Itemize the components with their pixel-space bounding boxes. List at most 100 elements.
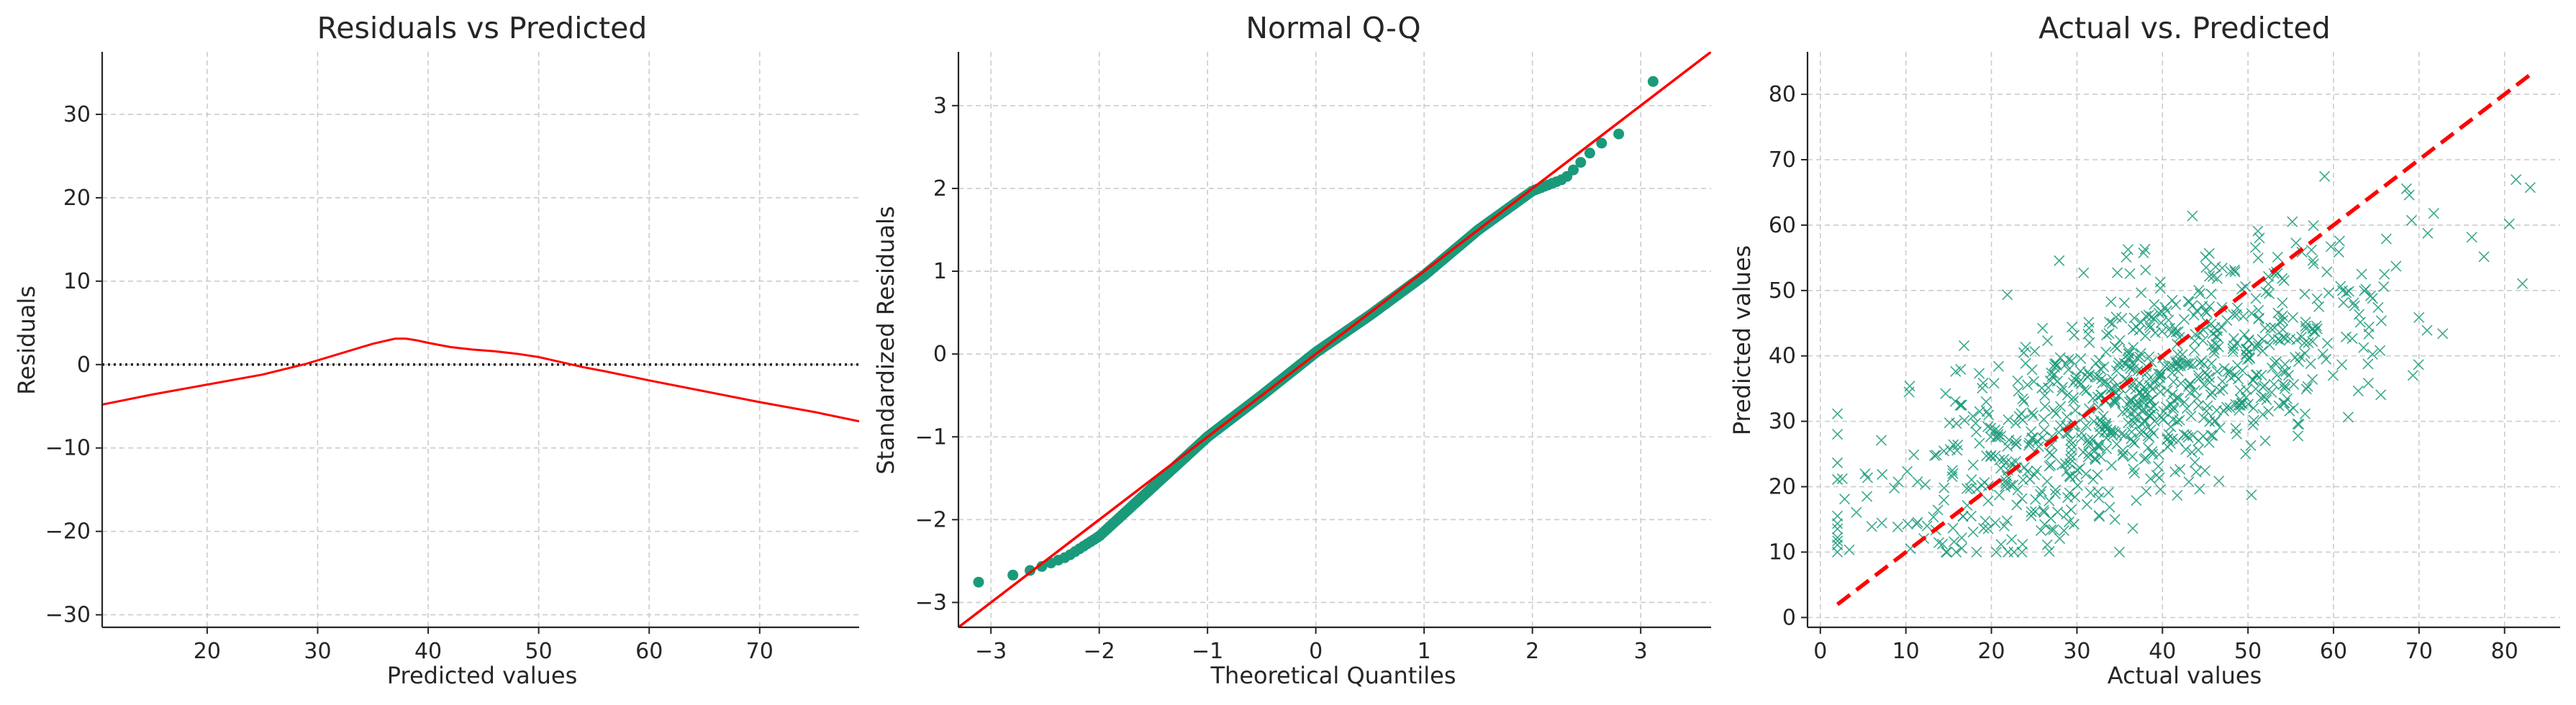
scatter-point [2118, 448, 2129, 460]
scatter-point [2189, 385, 2200, 396]
scatter-point [2156, 368, 2167, 380]
scatter-point [2012, 484, 2023, 496]
scatter-point [2148, 313, 2159, 324]
scatter-point [2208, 344, 2220, 355]
scatter-point [2090, 358, 2102, 369]
scatter-point [2026, 364, 2038, 376]
y-tick-label: 0 [1782, 605, 1796, 630]
scatter-point [2221, 314, 2233, 327]
scatter-point [2248, 402, 2259, 414]
scatter-point [1982, 495, 1994, 506]
scatter-point [2141, 486, 2152, 497]
scatter-point [2016, 546, 2028, 558]
scatter-point [2046, 370, 2058, 382]
scatter-point [2063, 354, 2074, 365]
scatter-point [2092, 469, 2103, 481]
scatter-point [2263, 406, 2275, 417]
scatter-point [2216, 322, 2228, 333]
scatter-point [2121, 251, 2132, 263]
scatter-point [2052, 506, 2064, 518]
scatter-point [2300, 320, 2311, 332]
scatter-point [1967, 459, 1979, 471]
scatter-point [2118, 297, 2130, 309]
scatter-point [2083, 317, 2095, 328]
scatter-point [2110, 397, 2121, 409]
scatter-point [2006, 534, 2018, 545]
scatter-point [2240, 281, 2251, 292]
scatter-point [2247, 419, 2259, 431]
scatter-point [2094, 511, 2105, 522]
scatter-point [1832, 510, 1843, 522]
scatter-point [2277, 297, 2288, 309]
scatter-point [1861, 472, 1874, 483]
scatter-point [2002, 440, 2013, 452]
scatter-point [2375, 345, 2386, 356]
scatter-point [2010, 417, 2021, 429]
scatter-point [2003, 435, 2015, 446]
scatter-point [1937, 538, 1949, 550]
scatter-point [2273, 400, 2285, 411]
scatter-point [2236, 365, 2248, 376]
x-tick-label: 20 [1977, 639, 2005, 664]
qq-point [1568, 164, 1579, 176]
scatter-point [2274, 316, 2285, 327]
scatter-point [2211, 325, 2223, 337]
scatter-point [2363, 328, 2375, 340]
scatter-point [2139, 243, 2151, 255]
scatter-point [2336, 359, 2348, 370]
scatter-point [2198, 412, 2210, 424]
scatter-point [1843, 544, 1855, 555]
x-tick-label: 0 [1813, 639, 1827, 664]
plot-area [958, 52, 1711, 627]
scatter-point [2321, 337, 2334, 349]
scatter-point [2307, 373, 2318, 385]
scatter-point [1970, 426, 1982, 437]
scatter-point [2300, 383, 2312, 395]
scatter-point [2028, 410, 2039, 422]
scatter-point [2149, 376, 2161, 388]
scatter-point [2077, 446, 2089, 458]
scatter-point [2254, 232, 2265, 244]
scatter-point [2290, 352, 2301, 363]
scatter-point [2084, 369, 2095, 381]
normal-qq-chart: Normal Q-Q Theoretical Quantiles Standar… [872, 11, 1711, 689]
scatter-point [2131, 321, 2142, 332]
scatter-point [2242, 399, 2254, 410]
scatter-point [2110, 427, 2121, 439]
scatter-point [2162, 433, 2174, 445]
scatter-point [2079, 384, 2090, 396]
scatter-point [1951, 546, 1962, 558]
scatter-point [1912, 476, 1923, 488]
scatter-point [2036, 432, 2048, 443]
scatter-point [2466, 232, 2477, 243]
scatter-point [2362, 378, 2374, 389]
scatter-point [2259, 322, 2271, 334]
scatter-point [2259, 435, 2271, 447]
scatter-point [2064, 458, 2076, 469]
axes: −3 −2 −1 0 1 2 3 −3 −2 −1 0 1 2 3 [915, 52, 1711, 664]
scatter-point [2123, 417, 2134, 429]
scatter-point [2236, 397, 2248, 409]
scatter-point [1967, 411, 1979, 422]
scatter-point [2181, 403, 2192, 414]
scatter-point [2348, 297, 2359, 309]
scatter-point [2299, 288, 2310, 300]
scatter-point [2172, 416, 2183, 427]
scatter-point [2346, 333, 2358, 345]
scatter-point [1929, 450, 1941, 461]
scatter-point [2136, 287, 2147, 299]
scatter-point [1985, 450, 1997, 461]
scatter-point [2110, 311, 2122, 323]
scatter-point [1974, 437, 1985, 449]
scatter-point [2054, 401, 2067, 412]
y-tick-label: 20 [63, 186, 91, 211]
scatter-point [2152, 460, 2164, 472]
y-tick-label: 30 [1769, 409, 1796, 435]
scatter-point [2060, 358, 2072, 370]
scatter-point [2012, 375, 2023, 387]
scatter-point [2058, 524, 2069, 537]
scatter-point [2211, 365, 2223, 377]
scatter-point [2154, 386, 2166, 398]
scatter-point [2075, 352, 2087, 364]
scatter-point [2067, 392, 2080, 404]
